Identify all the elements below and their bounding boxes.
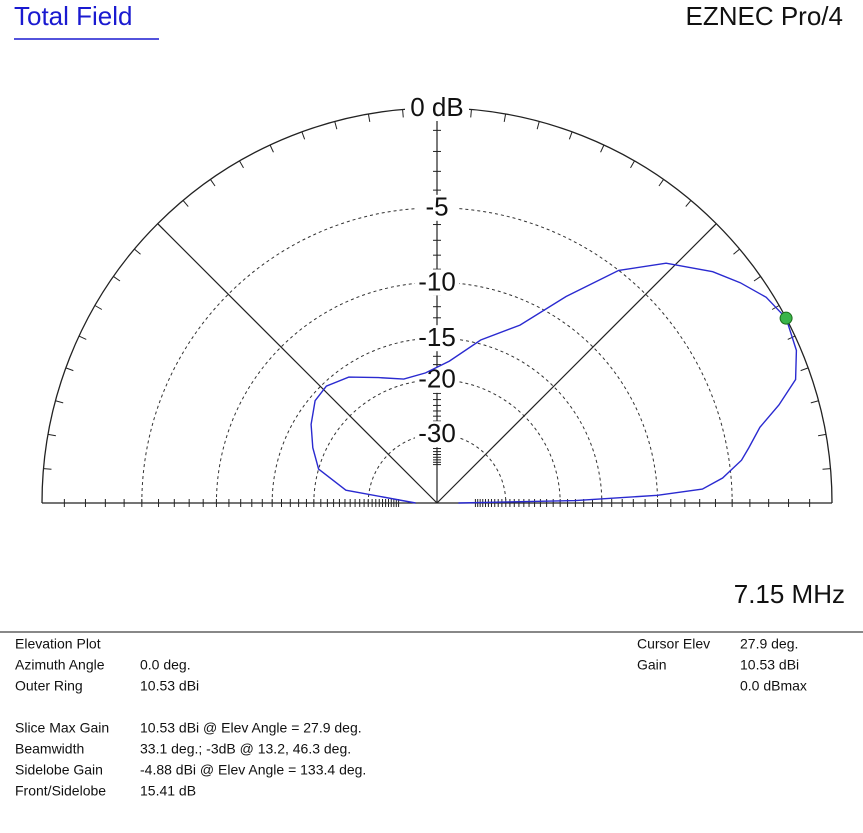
info-label: Sidelobe Gain <box>15 762 103 778</box>
outer-tick <box>710 223 717 230</box>
frequency: 7.15 MHz <box>734 579 845 609</box>
info-value: 10.53 dBi <box>140 678 199 694</box>
program-name: EZNEC Pro/4 <box>686 1 844 31</box>
outer-tick <box>658 179 664 187</box>
outer-tick <box>55 400 64 404</box>
outer-tick <box>822 468 831 470</box>
outer-tick <box>753 276 761 282</box>
outer-tick <box>600 144 605 153</box>
outer-tick <box>503 113 507 122</box>
outer-tick <box>43 468 52 470</box>
ring-label-bg <box>415 269 459 296</box>
outer-tick <box>134 248 141 255</box>
outer-tick <box>685 200 692 207</box>
ring-label-bg <box>415 366 459 393</box>
info-label: Cursor Elev <box>637 636 710 652</box>
outer-tick <box>470 109 472 118</box>
outer-tick <box>269 144 274 153</box>
outer-tick <box>630 160 635 169</box>
outer-tick <box>536 121 540 130</box>
outer-tick <box>78 335 87 340</box>
info-label: Outer Ring <box>15 678 83 694</box>
info-value: 10.53 dBi <box>740 657 799 673</box>
ring-label: -20 <box>418 364 456 394</box>
ring-label-bg <box>405 95 469 121</box>
outer-tick <box>113 276 121 282</box>
info-value: 15.41 dB <box>140 783 196 799</box>
outer-tick <box>210 179 216 187</box>
outer-tick <box>818 433 827 437</box>
outer-tick <box>182 200 189 207</box>
info-value: -4.88 dBi @ Elev Angle = 133.4 deg. <box>140 762 366 778</box>
ring-label-bg <box>415 421 459 448</box>
ring-label-bg <box>415 325 459 352</box>
pattern-curve <box>310 262 798 504</box>
info-label: Azimuth Angle <box>15 657 105 673</box>
info-label: Front/Sidelobe <box>15 783 106 799</box>
outer-tick <box>367 113 371 122</box>
info-value: 27.9 deg. <box>740 636 798 652</box>
outer-tick <box>810 400 819 404</box>
info-value: 0.0 dBmax <box>740 678 807 694</box>
info-value: 0.0 deg. <box>140 657 191 673</box>
outer-tick <box>733 248 740 255</box>
ring-label: -15 <box>418 322 456 352</box>
cursor-marker <box>779 311 793 325</box>
outer-tick <box>157 223 164 230</box>
ring-label-bg <box>415 194 459 221</box>
info-label: Elevation Plot <box>15 636 101 652</box>
info-label: Beamwidth <box>15 741 84 757</box>
ring-label: -30 <box>418 418 456 448</box>
outer-tick <box>65 367 74 372</box>
ring-label: 0 dB <box>410 92 464 122</box>
outer-tick <box>47 433 56 437</box>
outer-tick <box>334 121 338 130</box>
outer-tick <box>239 160 244 169</box>
info-value: 33.1 deg.; -3dB @ 13.2, 46.3 deg. <box>140 741 351 757</box>
outer-tick <box>301 131 306 140</box>
ring-label: -10 <box>418 266 456 296</box>
info-label: Slice Max Gain <box>15 720 109 736</box>
outer-tick <box>94 305 103 310</box>
outer-tick <box>800 367 809 372</box>
radial-line <box>436 223 717 504</box>
outer-tick <box>787 335 796 340</box>
outer-tick <box>402 109 404 118</box>
outer-tick <box>568 131 573 140</box>
title: Total Field <box>14 1 133 31</box>
ring-label: -5 <box>425 192 448 222</box>
ring <box>367 433 507 504</box>
info-label: Gain <box>637 657 667 673</box>
info-value: 10.53 dBi @ Elev Angle = 27.9 deg. <box>140 720 362 736</box>
radial-line <box>157 223 438 504</box>
